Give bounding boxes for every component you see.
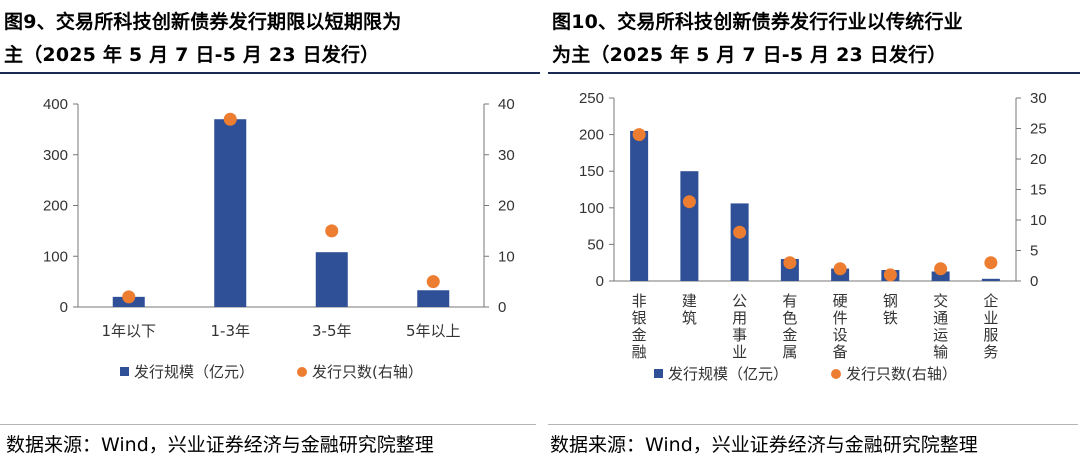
legend-dot-label: 发行只数(右轴） (312, 363, 423, 381)
right-tick-label: 25 (1030, 121, 1047, 138)
title-divider (0, 72, 540, 74)
chart-term-distribution: 0 100 200 300 400 0 10 20 30 40 1年以下 1-3年 3-5年 5年以上发行… (43, 96, 515, 381)
legend-dot-label: 发行只数(右轴） (846, 365, 957, 383)
figure-title: 图10、交易所科技创新债券发行行业以传统行业 为主（2025 年 5 月 7 日… (552, 6, 1080, 72)
bar-1 (214, 119, 247, 307)
dot-3 (783, 256, 797, 270)
legend-bar-swatch (654, 369, 663, 378)
legend-dot-swatch (831, 369, 841, 379)
left-tick-label: 200 (43, 198, 68, 215)
right-tick-label: 0 (498, 299, 506, 316)
category-label: 钢铁 (883, 292, 898, 327)
left-tick-label: 200 (579, 127, 604, 144)
right-tick-label: 20 (498, 198, 515, 215)
figure-title-line2: 主（2025 年 5 月 7 日-5 月 23 日发行） (4, 44, 380, 66)
dot-7 (984, 256, 998, 270)
left-tick-label: 50 (587, 236, 604, 253)
left-tick-label: 100 (43, 248, 68, 265)
dot-5 (883, 268, 897, 282)
legend-bar-label: 发行规模（亿元） (668, 365, 788, 383)
left-tick-label: 400 (43, 96, 68, 113)
category-label: 企业服务 (983, 292, 998, 361)
dot-6 (934, 262, 948, 276)
legend-dot-swatch (297, 367, 307, 377)
left-tick-label: 0 (596, 273, 604, 290)
source-divider (0, 424, 536, 425)
figure-title-line1: 图9、交易所科技创新债券发行期限以短期限为 (4, 11, 402, 33)
left-tick-label: 300 (43, 147, 68, 164)
right-tick-label: 10 (498, 248, 515, 265)
right-tick-label: 0 (1030, 273, 1038, 290)
category-label: 交通运输 (933, 292, 948, 361)
chart-industry-distribution: 0 50 100 150 200 250 0 5 10 15 20 25 30 非银金融 建筑 公用事业 有色金… (579, 90, 1047, 383)
bar-2 (730, 203, 749, 281)
dot-4 (833, 262, 847, 276)
title-divider (548, 72, 1080, 74)
dot-2 (325, 224, 339, 238)
source-divider (548, 424, 1078, 425)
right-tick-label: 20 (1030, 151, 1047, 168)
legend-bar-label: 发行规模（亿元） (134, 363, 254, 381)
right-tick-label: 40 (498, 96, 515, 113)
right-tick-label: 10 (1030, 212, 1047, 229)
bar-3 (417, 290, 450, 307)
category-label: 1-3年 (211, 322, 251, 340)
dot-1 (223, 112, 237, 126)
dot-0 (122, 290, 136, 304)
dot-0 (632, 128, 646, 142)
right-tick-label: 30 (1030, 90, 1047, 107)
category-label: 非银金融 (632, 292, 647, 361)
legend-bar-swatch (120, 367, 129, 376)
category-label: 有色金属 (782, 292, 797, 361)
dot-3 (426, 275, 440, 289)
category-label: 1年以下 (101, 322, 156, 340)
source-note: 数据来源：Wind，兴业证券经济与金融研究院整理 (6, 434, 434, 456)
dot-2 (733, 225, 747, 239)
bar-7 (981, 278, 1000, 281)
left-tick-label: 150 (579, 163, 604, 180)
category-label: 3-5年 (312, 322, 352, 340)
right-tick-label: 30 (498, 147, 515, 164)
category-label: 硬件设备 (833, 292, 848, 361)
left-tick-label: 250 (579, 90, 604, 107)
figure-title-line1: 图10、交易所科技创新债券发行行业以传统行业 (552, 11, 963, 33)
left-tick-label: 0 (60, 299, 68, 316)
bar-1 (680, 171, 699, 281)
left-tick-label: 100 (579, 200, 604, 217)
category-label: 公用事业 (732, 292, 747, 361)
figure-title-line2: 为主（2025 年 5 月 7 日-5 月 23 日发行） (552, 44, 947, 66)
category-label: 建筑 (682, 292, 697, 327)
source-note: 数据来源：Wind，兴业证券经济与金融研究院整理 (550, 434, 978, 456)
right-tick-label: 5 (1030, 243, 1038, 260)
bar-2 (315, 252, 348, 307)
bar-6 (931, 271, 950, 281)
dot-1 (682, 195, 696, 209)
category-label: 5年以上 (406, 322, 461, 340)
figure-title: 图9、交易所科技创新债券发行期限以短期限为 主（2025 年 5 月 7 日-5… (4, 6, 534, 72)
bar-0 (630, 130, 649, 281)
right-tick-label: 15 (1030, 182, 1047, 199)
